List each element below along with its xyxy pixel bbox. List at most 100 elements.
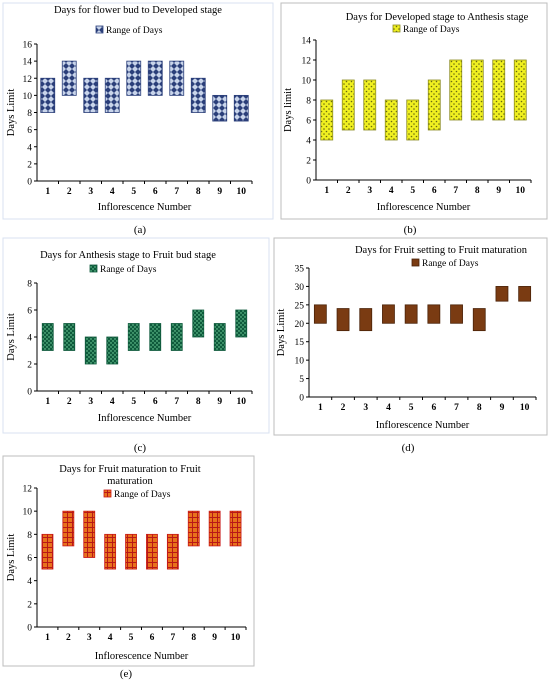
x-tick-label: 4 [110, 397, 115, 407]
range-bar [384, 99, 398, 141]
range-bar [41, 533, 54, 570]
range-bar [104, 77, 120, 113]
legend-label: Range of Days [403, 24, 460, 35]
y-tick-label: 8 [27, 531, 32, 541]
legend-swatch [89, 264, 98, 273]
x-tick-label: 1 [45, 187, 50, 197]
chart-d: Days for Fruit setting to Fruit maturati… [276, 245, 537, 454]
chart-c: Days for Anthesis stage to Fruit bud sta… [6, 250, 253, 454]
range-bar [470, 59, 484, 121]
x-tick-label: 3 [367, 186, 372, 196]
chart-b: Days for Developed stage to Anthesis sta… [283, 12, 532, 236]
range-bar [363, 79, 377, 131]
x-tick-label: 7 [174, 397, 179, 407]
range-bar [359, 308, 373, 332]
x-tick-label: 5 [131, 187, 136, 197]
range-bar [427, 79, 441, 131]
y-axis-label: Days Limit [6, 313, 17, 361]
y-tick-label: 30 [295, 283, 305, 293]
range-bar [169, 60, 185, 96]
range-bar [208, 510, 221, 547]
y-tick-label: 8 [27, 280, 32, 290]
y-tick-label: 4 [27, 577, 32, 587]
range-bar [146, 533, 158, 570]
range-bar [492, 59, 506, 121]
x-tick-label: 7 [174, 187, 179, 197]
y-tick-label: 4 [27, 143, 32, 153]
y-axis-label: Days Limit [276, 309, 287, 357]
x-tick-label: 5 [129, 633, 134, 643]
x-tick-label: 8 [196, 187, 201, 197]
panel-caption: (d) [402, 442, 415, 454]
range-bar [313, 304, 327, 324]
x-tick-label: 5 [410, 186, 415, 196]
legend-label: Range of Days [114, 489, 171, 500]
x-axis-label: Inflorescence Number [98, 202, 192, 213]
range-bar [472, 308, 486, 332]
x-tick-label: 4 [389, 186, 394, 196]
x-tick-label: 7 [454, 403, 459, 413]
x-axis-label: Inflorescence Number [377, 202, 471, 213]
panel-caption: (b) [404, 224, 417, 236]
chart-title: Days for Anthesis stage to Fruit bud sta… [40, 250, 216, 261]
x-tick-label: 2 [341, 403, 346, 413]
panel-d-frame [273, 237, 548, 436]
x-tick-label: 3 [87, 633, 92, 643]
range-bar [83, 77, 99, 113]
range-bar [166, 533, 179, 570]
range-bar [127, 323, 140, 351]
y-tick-label: 12 [23, 485, 33, 495]
legend-swatch [103, 489, 112, 498]
x-tick-label: 9 [500, 403, 505, 413]
x-tick-label: 1 [324, 186, 329, 196]
x-tick-label: 6 [432, 186, 437, 196]
range-bar [404, 304, 418, 324]
range-bar [213, 323, 226, 351]
x-axis-label: Inflorescence Number [95, 651, 189, 662]
x-tick-label: 4 [108, 633, 113, 643]
range-bar [406, 99, 420, 141]
y-tick-label: 35 [295, 265, 305, 275]
range-bar [147, 60, 163, 96]
range-bar [125, 533, 137, 570]
range-bar [62, 510, 75, 547]
chart-e: Days for Fruit maturation to Fruitmatura… [6, 464, 247, 680]
y-tick-label: 0 [306, 177, 311, 187]
range-bar [192, 309, 205, 338]
range-bar [84, 336, 97, 365]
panel-caption: (c) [134, 442, 147, 454]
x-tick-label: 6 [431, 403, 436, 413]
y-tick-label: 0 [27, 178, 32, 188]
x-tick-label: 9 [217, 397, 222, 407]
range-bar [518, 286, 532, 302]
range-bar [40, 77, 56, 113]
range-bar [341, 79, 355, 131]
x-tick-label: 2 [346, 186, 351, 196]
x-axis-label: Inflorescence Number [376, 420, 470, 431]
chart-title: Days for Developed stage to Anthesis sta… [346, 12, 529, 23]
x-axis-label: Inflorescence Number [98, 413, 192, 424]
x-tick-label: 10 [516, 186, 526, 196]
range-bar [41, 323, 54, 351]
range-bar [320, 99, 334, 141]
x-tick-label: 7 [170, 633, 175, 643]
chart-title: Days for Fruit maturation to Fruit [59, 464, 201, 475]
x-tick-label: 8 [196, 397, 201, 407]
y-tick-label: 20 [295, 320, 305, 330]
x-tick-label: 2 [66, 633, 71, 643]
y-tick-label: 25 [295, 301, 305, 311]
y-tick-label: 12 [23, 75, 33, 85]
legend-swatch [392, 24, 401, 33]
legend-swatch [411, 258, 420, 267]
x-tick-label: 6 [153, 397, 158, 407]
x-tick-label: 3 [88, 187, 93, 197]
range-bar [126, 60, 142, 96]
range-bar [187, 510, 200, 547]
range-bar [382, 304, 395, 324]
x-tick-label: 9 [212, 633, 217, 643]
y-tick-label: 10 [302, 77, 312, 87]
chart-a: Days for flower bud to Developed stage Ra… [6, 5, 253, 236]
legend-label: Range of Days [422, 258, 479, 269]
range-bar [63, 323, 76, 351]
